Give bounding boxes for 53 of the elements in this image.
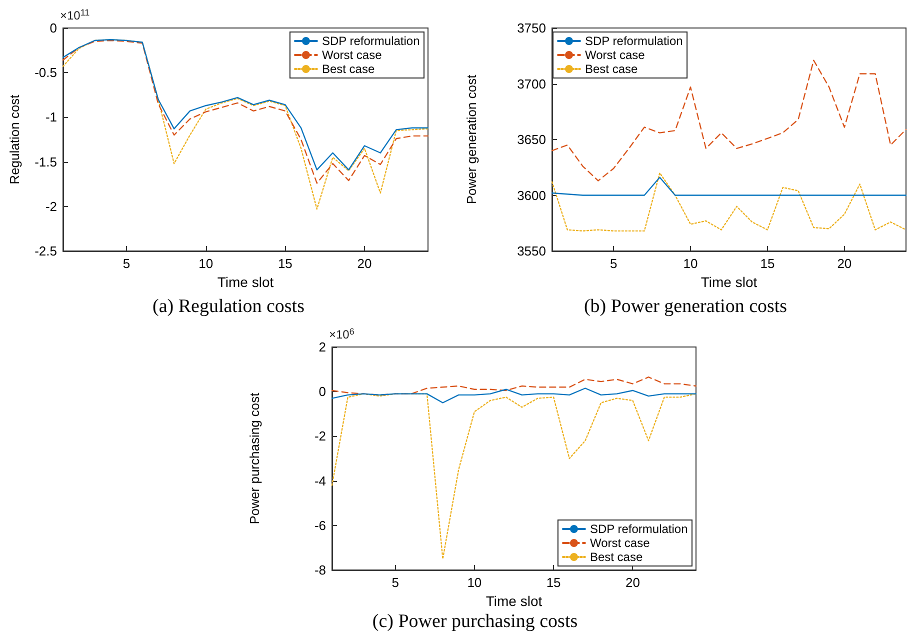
text: (b) Power generation costs [584, 296, 788, 317]
text: (a) Regulation costs [152, 296, 304, 317]
y-tick-label: -1.5 [34, 154, 57, 170]
line-series [331, 388, 697, 404]
line-series [551, 60, 907, 182]
y-tick-label: -4 [314, 473, 326, 488]
x-tick-label: 5 [610, 256, 618, 271]
x-axis-title: Time slot [700, 274, 758, 290]
legend-label: Worst case [585, 48, 646, 62]
x-tick-label: 20 [357, 256, 372, 271]
y-tick-label: 0 [50, 20, 57, 36]
y-tick-label: -6 [314, 518, 326, 533]
legend-label: SDP reformulation [322, 34, 420, 48]
y-tick-label: 0 [318, 384, 326, 400]
x-axis-title: Time slot [486, 592, 542, 609]
line-series [331, 376, 697, 396]
y-tick-label: 3550 [517, 244, 546, 258]
y-axis-title: Power purchasing cost [247, 392, 262, 524]
legend-label: Worst case [590, 536, 650, 550]
y-tick-label: -2.5 [34, 244, 57, 258]
y-tick-label: 3650 [517, 132, 546, 147]
y-axis-title: Regulation cost [7, 94, 22, 184]
x-tick-label: 10 [467, 575, 482, 590]
y-tick-label: 3750 [517, 20, 546, 36]
x-tick-label: 10 [683, 256, 698, 271]
legend-label: Best case [322, 62, 375, 76]
y-tick-label: 3600 [517, 188, 546, 203]
y-tick-label: -0.5 [34, 65, 57, 80]
legend-label: SDP reformulation [585, 34, 683, 48]
line-series [551, 176, 907, 196]
text: (c) Power purchasing costs [372, 611, 578, 632]
x-tick-label: 5 [392, 575, 399, 590]
legend-label: Best case [585, 62, 638, 76]
y-tick-label: -8 [314, 562, 326, 578]
x-tick-label: 20 [625, 575, 640, 590]
y-tick-label: -2 [45, 198, 57, 214]
x-axis-title: Time slot [217, 274, 274, 290]
x-tick-label: 10 [198, 256, 214, 271]
y-axis-title: Power generation cost [464, 74, 479, 204]
y-tick-label: -1 [45, 110, 57, 125]
line-series [551, 172, 907, 232]
x-tick-label: 20 [837, 256, 852, 271]
x-tick-label: 15 [760, 256, 775, 271]
legend-label: SDP reformulation [590, 522, 688, 536]
y-tick-label: 2 [318, 340, 326, 354]
line-series [331, 393, 697, 560]
y-tick-label: -2 [314, 428, 326, 444]
x-tick-label: 5 [122, 256, 130, 271]
legend-label: Worst case [322, 48, 382, 62]
x-tick-label: 15 [278, 256, 292, 271]
y-tick-label: 3700 [517, 76, 546, 92]
legend-label: Best case [590, 550, 643, 564]
x-tick-label: 15 [546, 575, 561, 590]
